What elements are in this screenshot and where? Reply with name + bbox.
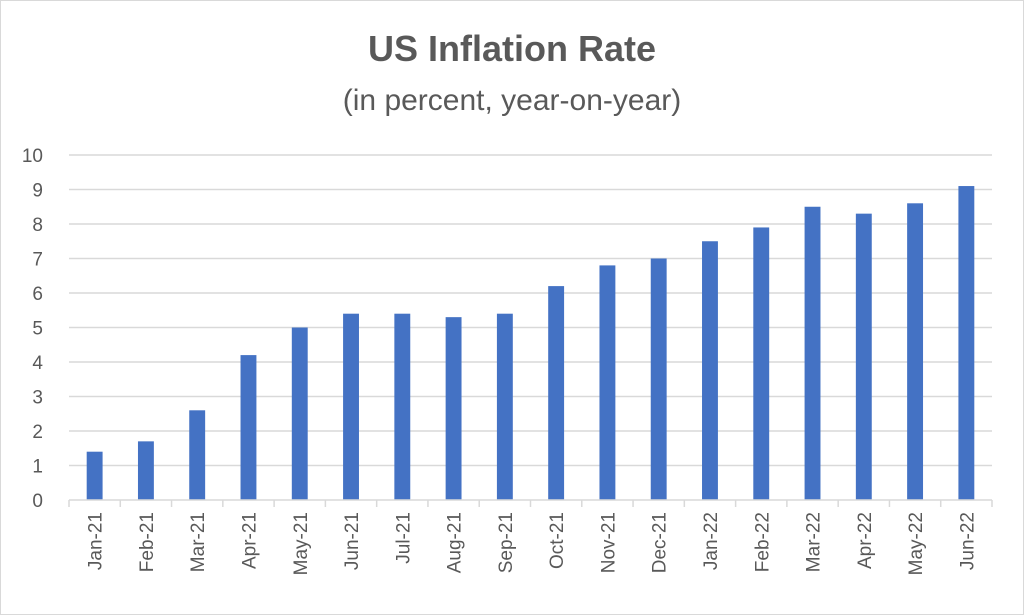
y-tick-label: 6 xyxy=(32,284,43,305)
x-tick-label: Jan-21 xyxy=(86,512,107,570)
y-tick-label: 8 xyxy=(32,215,43,236)
x-tick-label: May-21 xyxy=(291,512,312,575)
y-tick-label: 10 xyxy=(22,146,43,167)
bar-nov-21 xyxy=(599,265,616,500)
x-tick-label: Sep-21 xyxy=(496,512,517,573)
x-tick-label: Oct-21 xyxy=(547,512,568,569)
bar-may-21 xyxy=(291,327,308,500)
gridlines xyxy=(69,154,992,467)
bar-jan-22 xyxy=(702,241,718,500)
x-tick-label: Apr-22 xyxy=(855,512,876,569)
x-tick-label: Mar-22 xyxy=(804,512,825,572)
bar-mar-21 xyxy=(189,410,206,500)
y-tick-label: 7 xyxy=(32,250,43,271)
bar-dec-21 xyxy=(650,258,667,500)
x-tick-label: Feb-22 xyxy=(752,512,773,572)
x-tick-label: Jun-21 xyxy=(342,512,363,570)
bar-jul-21 xyxy=(394,313,411,500)
x-tick-label: Apr-21 xyxy=(239,512,260,569)
x-tick-label: Nov-21 xyxy=(598,512,619,573)
chart-title: US Inflation Rate xyxy=(367,28,657,69)
bar-jun-22 xyxy=(958,186,975,501)
y-tick-label: 0 xyxy=(32,491,43,512)
bar-may-22 xyxy=(907,203,924,501)
bar-apr-22 xyxy=(855,213,872,500)
y-tick-label: 5 xyxy=(32,319,43,340)
bar-jan-21 xyxy=(86,451,103,500)
x-axis: Jan-21 Feb-21 Mar-21 Apr-21 May-21 Jun-21 Jul-… xyxy=(68,499,993,575)
x-tick-label: Feb-21 xyxy=(137,512,158,572)
bar-feb-22 xyxy=(753,227,770,500)
x-tick-label: Aug-21 xyxy=(445,512,466,573)
bars xyxy=(86,186,975,501)
y-tick-label: 3 xyxy=(32,388,43,409)
chart-subtitle: (in percent, year-on-year) xyxy=(342,84,682,117)
bar-aug-21 xyxy=(445,317,462,500)
x-tick-label: Dec-21 xyxy=(650,512,671,573)
x-tick-label: Jan-22 xyxy=(701,512,722,570)
y-tick-label: 1 xyxy=(32,457,43,478)
x-tick-label: May-22 xyxy=(906,512,927,575)
x-tick-label: Mar-21 xyxy=(188,512,209,572)
bar-jun-21 xyxy=(343,313,359,500)
y-tick-label: 2 xyxy=(32,422,43,443)
bar-mar-22 xyxy=(804,206,821,500)
bar-oct-21 xyxy=(548,286,565,500)
y-axis: 0 1 2 3 4 5 6 7 8 9 10 xyxy=(22,146,44,512)
y-tick-label: 4 xyxy=(32,353,43,374)
bar-sep-21 xyxy=(496,313,513,500)
y-tick-label: 9 xyxy=(32,181,43,202)
x-tick-label: Jul-21 xyxy=(393,512,414,564)
bar-apr-21 xyxy=(240,355,257,500)
x-tick-label: Jun-22 xyxy=(957,512,978,570)
bar-feb-21 xyxy=(137,441,154,500)
